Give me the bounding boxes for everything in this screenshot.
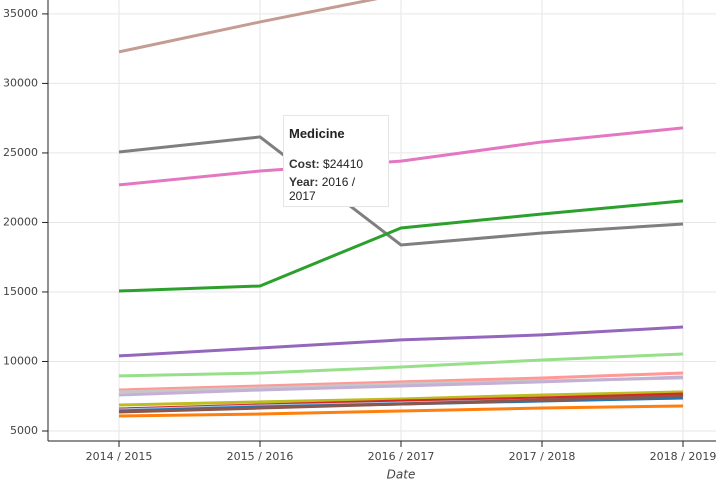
tooltip-key: Year:	[289, 175, 319, 189]
y-tick-label: 10000	[3, 354, 38, 367]
series-line	[118, 394, 684, 414]
series-line	[118, 135, 684, 247]
tooltip: Medicine Cost: $24410 Year: 2016 / 2017	[283, 115, 389, 207]
x-axis-label: Date	[387, 468, 416, 481]
tooltip-title: Medicine	[289, 126, 345, 141]
tooltip-value: 2016 / 2017	[289, 175, 356, 203]
series-line	[118, 404, 684, 418]
y-tick-label: 5000	[10, 424, 38, 437]
series-line	[118, 126, 684, 187]
series-line	[118, 352, 684, 378]
y-tick-label: 15000	[3, 285, 38, 298]
x-tick-label: 2016 / 2017	[368, 450, 435, 463]
tooltip-key: Cost:	[289, 157, 320, 171]
series-line	[118, 325, 684, 358]
x-tick-label: 2017 / 2018	[509, 450, 576, 463]
series-line	[118, 371, 684, 392]
tooltip-value: $24410	[323, 157, 364, 171]
series-line	[118, 199, 684, 293]
x-tick-label: 2014 / 2015	[86, 450, 153, 463]
y-tick-label: 30000	[3, 76, 38, 89]
series-line	[118, 375, 684, 397]
series-line	[118, 390, 684, 407]
y-tick-label: 35000	[3, 7, 38, 20]
series-line	[118, 0, 378, 54]
x-tick-label: 2015 / 2016	[227, 450, 294, 463]
y-tick-label: 20000	[3, 215, 38, 228]
x-tick-label: 2018 / 2019	[650, 450, 716, 463]
y-tick-label: 25000	[3, 146, 38, 159]
